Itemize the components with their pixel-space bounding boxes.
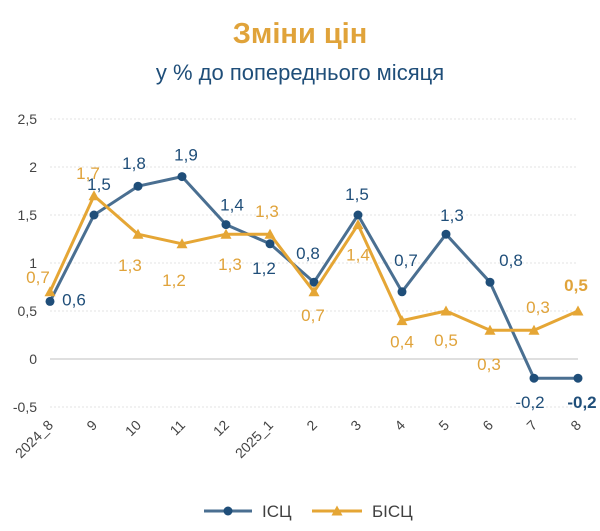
x-tick-label: 11	[167, 417, 189, 439]
x-tick-label: 6	[479, 417, 496, 434]
point-isc	[177, 172, 187, 182]
point-isc	[265, 239, 275, 249]
point-bisc	[396, 315, 408, 326]
point-bisc	[132, 228, 144, 239]
point-bisc	[528, 324, 540, 335]
x-tick-label: 12	[210, 417, 232, 439]
x-tick-label: 2024_8	[12, 417, 56, 461]
point-isc	[397, 287, 407, 297]
point-bisc	[88, 190, 100, 201]
point-isc	[309, 277, 319, 287]
data-label: 1,4	[220, 196, 244, 215]
x-tick-label: 2025_1	[232, 417, 276, 461]
point-bisc	[44, 286, 56, 297]
data-label: 0,5	[564, 276, 588, 295]
data-label: 0,6	[62, 290, 86, 309]
data-label: 0,4	[390, 333, 414, 352]
data-label: 0,3	[526, 298, 550, 317]
data-label: 0,5	[434, 331, 458, 350]
series-group	[44, 172, 584, 383]
data-label: 1,9	[174, 146, 198, 165]
y-tick-label: 2,5	[18, 111, 38, 127]
data-label: 1,5	[87, 175, 111, 194]
data-label: 0,7	[26, 268, 50, 287]
series-line-isc	[48, 175, 578, 380]
point-bisc	[440, 305, 452, 316]
legend-marker-isc	[223, 506, 233, 516]
data-label: 0,7	[394, 251, 418, 270]
data-label: 0,7	[301, 306, 325, 325]
y-tick-label: 1	[29, 255, 37, 271]
chart-title: Зміни цін	[232, 18, 368, 50]
data-label: 1,7	[76, 164, 100, 183]
x-tick-label: 4	[391, 417, 408, 434]
data-label: -0,2	[567, 393, 596, 412]
x-tick-label: 10	[122, 417, 144, 439]
point-isc	[45, 296, 55, 306]
point-bisc	[220, 228, 232, 239]
gridlines	[50, 118, 578, 408]
point-bisc	[176, 238, 188, 249]
x-tick-label: 2	[303, 417, 320, 434]
y-axis-ticks: -0,5 0 0,5 1 1,5 2 2,5	[13, 111, 37, 415]
data-label: 1,3	[255, 202, 279, 221]
data-label: 1,4	[346, 246, 370, 265]
data-label: 0,8	[499, 251, 523, 270]
point-isc	[485, 277, 495, 287]
point-bisc	[352, 219, 364, 230]
legend-marker-bisc	[331, 505, 343, 516]
point-bisc	[264, 228, 276, 239]
point-bisc	[484, 324, 496, 335]
data-label: 1,2	[252, 259, 276, 278]
y-tick-label: 0	[29, 351, 37, 367]
data-label: 1,3	[218, 255, 242, 274]
point-bisc	[572, 305, 584, 316]
x-tick-label: 8	[567, 417, 584, 434]
point-isc	[441, 229, 451, 239]
data-label: -0,2	[515, 393, 544, 412]
y-tick-label: 0,5	[18, 303, 38, 319]
data-label: 1,3	[440, 206, 464, 225]
point-bisc	[308, 286, 320, 297]
point-isc	[573, 373, 583, 383]
data-label: 1,8	[122, 154, 146, 173]
y-tick-label: 1,5	[18, 207, 38, 223]
x-tick-label: 5	[435, 417, 452, 434]
x-tick-label: 9	[83, 417, 100, 434]
chart-subtitle: у % до попереднього місяця	[155, 60, 445, 85]
data-label: 0,8	[296, 244, 320, 263]
data-label: 1,2	[162, 271, 186, 290]
x-axis-ticks: 2024_8 9 10 11 12 2025_1 2 3 4 5 6 7 8	[12, 417, 584, 461]
data-label: 1,5	[345, 185, 369, 204]
legend-label-bisc: БІСЦ	[372, 502, 413, 521]
y-tick-label: 2	[29, 159, 37, 175]
legend: ІСЦ БІСЦ	[204, 502, 413, 521]
y-tick-label: -0,5	[13, 399, 37, 415]
point-isc	[529, 373, 539, 383]
point-isc	[221, 220, 231, 230]
x-tick-label: 3	[347, 417, 364, 434]
point-isc	[133, 181, 143, 191]
data-label: 0,3	[477, 355, 501, 374]
point-isc	[89, 210, 99, 220]
data-labels: 0,6 1,5 1,8 1,9 1,4 1,2 0,8 1,5 0,7 1,3 0,8 -0,2 -0,…	[26, 146, 596, 413]
x-tick-label: 7	[523, 417, 540, 434]
point-isc	[353, 210, 363, 220]
legend-label-isc: ІСЦ	[262, 502, 292, 521]
data-label: 1,3	[118, 256, 142, 275]
